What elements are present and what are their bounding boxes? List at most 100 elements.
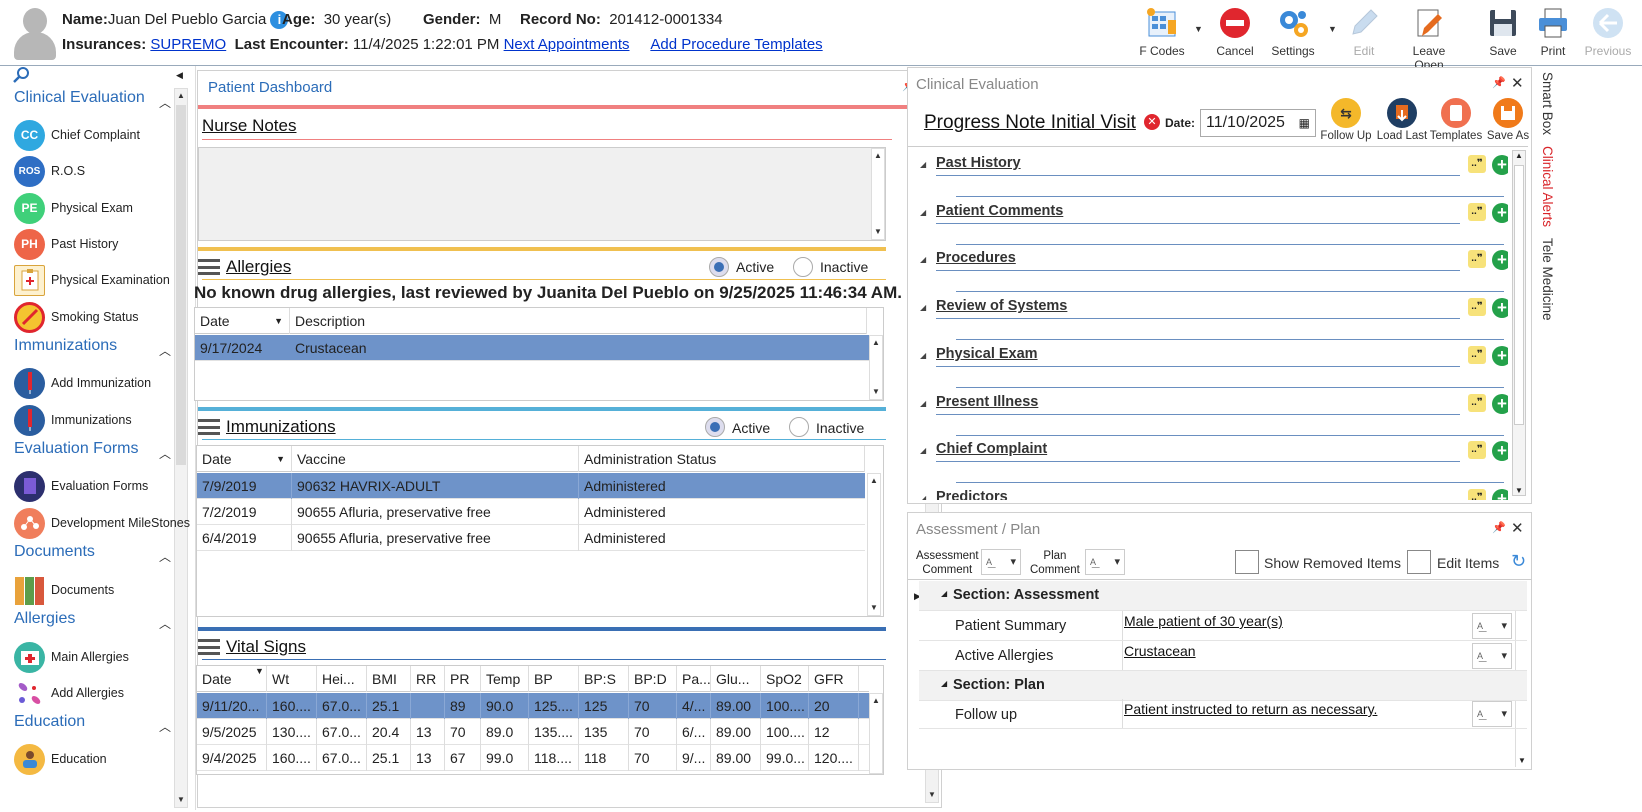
follow-up-value[interactable]: Patient instructed to return as necessar… bbox=[1124, 701, 1378, 717]
sidebar-item-documents[interactable]: Documents bbox=[14, 573, 114, 607]
collapse-icon[interactable]: ◢ bbox=[920, 207, 927, 217]
settings-dropdown-icon[interactable]: ▼ bbox=[1328, 24, 1337, 34]
date-input[interactable]: 11/10/2025 ▦ bbox=[1200, 109, 1316, 137]
show-removed-checkbox[interactable] bbox=[1235, 550, 1259, 574]
quote-icon[interactable]: ..❞ bbox=[1468, 441, 1486, 460]
menu-icon[interactable] bbox=[198, 639, 220, 655]
assessment-comment-dropdown[interactable]: A͟ bbox=[981, 549, 1021, 575]
tab-clinical-alerts[interactable]: Clinical Alerts bbox=[1540, 146, 1555, 228]
sidebar-scrollbar[interactable]: ▲ ▼ bbox=[174, 88, 188, 808]
templates-button[interactable]: Templates bbox=[1428, 98, 1484, 142]
column-header-administration-status[interactable]: Administration Status bbox=[579, 446, 865, 472]
section-label[interactable]: Review of Systems bbox=[936, 298, 1068, 315]
quote-icon[interactable]: ..❞ bbox=[1468, 345, 1486, 364]
sidebar-item-smoking-status[interactable]: Smoking Status bbox=[14, 300, 139, 334]
print-button[interactable]: Print bbox=[1522, 4, 1584, 62]
clinical-section[interactable]: ◢ Review of Systems ..❞ + bbox=[918, 295, 1508, 341]
collapse-sidebar-icon[interactable]: ◀ bbox=[176, 70, 183, 80]
settings-button[interactable]: Settings bbox=[1262, 4, 1324, 62]
clinical-section[interactable]: ◢ Physical Exam ..❞ + bbox=[918, 343, 1508, 389]
section-documents[interactable]: Documents bbox=[14, 543, 95, 560]
search-icon[interactable] bbox=[12, 66, 30, 89]
active-allergies-row[interactable]: Active Allergies Crustacean A͟ bbox=[919, 641, 1527, 671]
column-header[interactable]: Date bbox=[197, 666, 267, 692]
quote-icon[interactable]: ..❞ bbox=[1468, 250, 1486, 269]
info-icon[interactable]: i bbox=[270, 11, 289, 29]
calendar-icon[interactable]: ▦ bbox=[1298, 116, 1310, 130]
collapse-icon[interactable]: ◢ bbox=[920, 303, 927, 313]
section-evaluation-forms[interactable]: Evaluation Forms bbox=[14, 440, 139, 457]
column-header[interactable]: BP bbox=[529, 666, 579, 692]
sidebar-item-ros[interactable]: ROS R.O.S bbox=[14, 154, 85, 188]
clinical-section[interactable]: ◢ Present Illness ..❞ + bbox=[918, 391, 1508, 437]
add-procedure-templates-link[interactable]: Add Procedure Templates bbox=[650, 36, 823, 53]
sidebar-item-add-immunization[interactable]: Add Immunization bbox=[14, 366, 151, 400]
sidebar-item-evaluation-forms[interactable]: Evaluation Forms bbox=[14, 469, 148, 503]
next-appointments-link[interactable]: Next Appointments bbox=[503, 36, 630, 53]
table-row[interactable]: 9/17/2024 Crustacean bbox=[195, 335, 869, 361]
add-icon[interactable]: + bbox=[1492, 298, 1508, 319]
close-icon[interactable]: ✕ bbox=[1511, 520, 1524, 537]
collapse-icon[interactable]: ◢ bbox=[920, 398, 927, 408]
nurse-notes-textarea[interactable]: ▲ ▼ bbox=[198, 147, 886, 241]
column-header[interactable]: Glu... bbox=[711, 666, 761, 692]
quote-icon[interactable]: ..❞ bbox=[1468, 155, 1486, 173]
notes-scrollbar[interactable]: ▲ ▼ bbox=[871, 148, 885, 240]
column-header[interactable]: BMI bbox=[367, 666, 411, 692]
previous-button[interactable]: Previous bbox=[1577, 4, 1639, 62]
table-row[interactable]: 9/4/2025 160.... 67.0... 25.1 13 67 99.0 118...… bbox=[197, 745, 869, 771]
sidebar-item-main-allergies[interactable]: Main Allergies bbox=[14, 640, 129, 674]
section-immunizations[interactable]: Immunizations bbox=[14, 337, 118, 354]
sidebar-item-immunizations[interactable]: Immunizations bbox=[14, 403, 132, 437]
close-icon[interactable]: ✕ bbox=[1511, 75, 1524, 92]
clinical-section[interactable]: ◢ Predictors ..❞ + bbox=[918, 486, 1508, 500]
collapse-icon[interactable]: ◢ bbox=[920, 493, 927, 500]
clinical-section[interactable]: ◢ Chief Complaint ..❞ + bbox=[918, 438, 1508, 484]
collapse-icon[interactable]: ◢ bbox=[941, 589, 948, 598]
add-icon[interactable]: + bbox=[1492, 155, 1508, 175]
allergies-scrollbar[interactable]: ▲ ▼ bbox=[869, 335, 883, 400]
section-assessment-row[interactable]: ◢ Section: Assessment bbox=[919, 581, 1527, 611]
add-icon[interactable]: + bbox=[1492, 250, 1508, 271]
clinical-section[interactable]: ◢ Procedures ..❞ + bbox=[918, 247, 1508, 293]
chevron-up-icon[interactable]: ︿ bbox=[159, 344, 172, 358]
section-label[interactable]: Procedures bbox=[936, 250, 1016, 267]
column-header[interactable]: Wt bbox=[267, 666, 317, 692]
refresh-icon[interactable]: ↻ bbox=[1511, 551, 1527, 571]
section-allergies[interactable]: Allergies bbox=[14, 610, 76, 627]
column-header[interactable]: BP:D bbox=[629, 666, 677, 692]
sidebar-item-add-allergies[interactable]: Add Allergies bbox=[14, 676, 124, 710]
clinical-section[interactable]: ◢ Past History ..❞ + bbox=[918, 152, 1508, 198]
edit-items-checkbox[interactable] bbox=[1407, 550, 1431, 574]
text-format-dropdown[interactable]: A͟ bbox=[1472, 701, 1512, 727]
sidebar-item-education[interactable]: Education bbox=[14, 742, 107, 776]
column-header-vaccine[interactable]: Vaccine bbox=[292, 446, 579, 472]
patient-summary-row[interactable]: Patient Summary Male patient of 30 year(… bbox=[919, 611, 1527, 641]
chevron-up-icon[interactable]: ︿ bbox=[159, 617, 172, 631]
column-header-description[interactable]: Description bbox=[290, 308, 867, 334]
pin-icon[interactable]: 📌 bbox=[1492, 77, 1506, 89]
collapse-icon[interactable]: ◢ bbox=[920, 255, 927, 265]
chevron-up-icon[interactable]: ︿ bbox=[159, 447, 172, 461]
active-allergies-value[interactable]: Crustacean bbox=[1124, 643, 1196, 659]
clinical-section[interactable]: ◢ Patient Comments ..❞ + bbox=[918, 200, 1508, 246]
patient-summary-value[interactable]: Male patient of 30 year(s) bbox=[1124, 613, 1283, 629]
save-as-button[interactable]: Save As bbox=[1480, 98, 1536, 142]
collapse-icon[interactable]: ◢ bbox=[920, 160, 927, 169]
text-format-dropdown[interactable]: A͟ bbox=[1472, 643, 1512, 669]
add-icon[interactable]: + bbox=[1492, 488, 1508, 500]
section-clinical-evaluation[interactable]: Clinical Evaluation bbox=[14, 89, 145, 106]
section-label[interactable]: Chief Complaint bbox=[936, 441, 1048, 458]
collapse-icon[interactable]: ◢ bbox=[920, 446, 927, 456]
cancel-button[interactable]: Cancel bbox=[1204, 4, 1266, 62]
sidebar-item-past-history[interactable]: PH Past History bbox=[14, 227, 118, 261]
column-header[interactable]: Pa... bbox=[677, 666, 711, 692]
section-label[interactable]: Present Illness bbox=[936, 393, 1039, 410]
pin-icon[interactable]: 📌 bbox=[1492, 522, 1506, 534]
column-header-date[interactable]: Date ▼ bbox=[197, 446, 292, 472]
add-icon[interactable]: + bbox=[1492, 441, 1508, 462]
table-row[interactable]: 7/9/2019 90632 HAVRIX-ADULT Administered bbox=[197, 473, 865, 499]
column-header[interactable]: SpO2 bbox=[761, 666, 809, 692]
table-row[interactable]: 9/11/20... 160.... 67.0... 25.1 89 90.0 125...… bbox=[197, 693, 869, 719]
section-label[interactable]: Physical Exam bbox=[936, 345, 1038, 362]
